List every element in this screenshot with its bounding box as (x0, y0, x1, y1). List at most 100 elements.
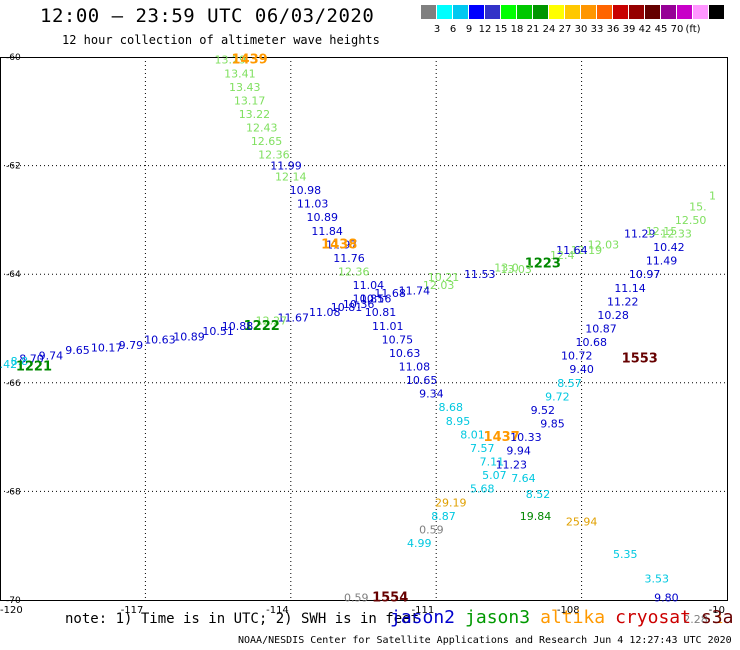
wave-height-label: 10.63 (389, 347, 421, 360)
legend-swatch (501, 5, 516, 19)
wave-height-label: 10.17 (91, 342, 123, 355)
wave-height-label: 9.74 (39, 350, 64, 363)
legend-label: 21 (526, 24, 540, 35)
wave-height-label: 11.68 (374, 287, 406, 300)
wave-height-label: 11.08 (309, 306, 341, 319)
wave-height-label: 12.27 (256, 314, 288, 327)
wave-height-label: 8.01 (460, 428, 485, 441)
wave-height-label: 13.22 (239, 108, 271, 121)
y-tick-label: -64 (6, 270, 21, 280)
wave-height-label: 10.51 (202, 325, 234, 338)
wave-height-label: 1223 (525, 256, 561, 271)
satellite-altika: altika (540, 607, 606, 628)
page-subtitle: 12 hour collection of altimeter wave hei… (62, 33, 380, 47)
wave-height-label: 8.68 (438, 401, 463, 414)
wave-height-label: 13.43 (229, 81, 261, 94)
wave-height-label: 1438 (321, 237, 357, 252)
wave-height-label: 10.89 (307, 211, 339, 224)
wave-height-label: 9.94 (506, 445, 531, 458)
wave-height-label: 10.33 (510, 431, 542, 444)
wave-height-label: 13.29 (214, 54, 246, 67)
legend-swatch (581, 5, 596, 19)
satellite-jason2: jason2 (390, 607, 456, 628)
legend-swatch (533, 5, 548, 19)
wave-height-label: 12.33 (660, 227, 692, 240)
wave-height-label: 13.17 (234, 94, 266, 107)
legend-label: (ft) (685, 24, 701, 35)
wave-height-label: 10.75 (382, 333, 414, 346)
legend-swatch (693, 5, 708, 19)
legend-label: 70 (670, 24, 684, 35)
page-title: 12:00 — 23:59 UTC 06/03/2020 (40, 5, 375, 27)
x-tick-label: -10 (709, 605, 725, 616)
wave-height-label: 10.65 (406, 374, 438, 387)
y-tick-label: -68 (6, 487, 21, 497)
wave-height-label: 12.36 (338, 265, 370, 278)
y-tick-label: -66 (6, 379, 21, 389)
wave-height-label: 10.42 (653, 241, 685, 254)
satellite-jason3: jason3 (465, 607, 531, 628)
wave-height-label: 13.0 (494, 262, 519, 275)
wave-height-label: 11.01 (372, 320, 404, 333)
legend-swatch (613, 5, 628, 19)
wave-height-label: 10.56 (360, 293, 392, 306)
wave-height-label: 10.21 (428, 271, 460, 284)
wave-height-label: 5.35 (613, 548, 638, 561)
legend-swatch (645, 5, 660, 19)
wave-height-label: 12.43 (246, 122, 278, 135)
legend-swatch (565, 5, 580, 19)
wave-height-label: 9.40 (569, 363, 594, 376)
wave-height-label: 10.28 (597, 309, 629, 322)
wave-height-label: 10.68 (576, 336, 608, 349)
wave-height-label: 10.81 (331, 301, 363, 314)
legend-swatch (469, 5, 484, 19)
wave-height-label: 10.89 (173, 331, 205, 344)
legend-label: 33 (590, 24, 604, 35)
wave-height-label: 11.22 (607, 295, 639, 308)
wave-height-label: 12.03 (423, 279, 455, 292)
wave-height-label: 8.8 (11, 355, 29, 368)
legend-swatch (485, 5, 500, 19)
satellite-legend: jason2 jason3 altika cryosat s3a (390, 607, 740, 628)
legend-label: 12 (478, 24, 492, 35)
legend-label: 42 (638, 24, 652, 35)
y-tick-label: -62 (6, 162, 21, 172)
legend-swatch (597, 5, 612, 19)
wave-height-label: 9.80 (654, 591, 679, 604)
wave-height-label: 3.53 (644, 572, 669, 585)
wave-height-label: 25.94 (566, 515, 598, 528)
legend-label: 39 (622, 24, 636, 35)
satellite-cryosat: cryosat (615, 607, 691, 628)
x-tick-label: -120 (0, 605, 23, 616)
wave-height-label: 5.07 (482, 469, 507, 482)
wave-height-label: 8.70 (19, 352, 44, 365)
wave-height-label: 10.72 (561, 350, 593, 363)
wave-height-label: 9.79 (119, 339, 144, 352)
wave-height-label: 15. (689, 200, 707, 213)
legend-swatch (421, 5, 436, 19)
x-tick-label: -111 (411, 605, 434, 616)
wave-height-label: 10.81 (365, 306, 397, 319)
wave-height-label: 13.03 (500, 263, 532, 276)
wave-height-label: 11.29 (624, 227, 656, 240)
wave-height-label: 11.23 (496, 458, 528, 471)
legend-label: 3 (433, 24, 441, 35)
wave-height-label: 12.36 (258, 149, 290, 162)
legend-swatch (709, 5, 724, 19)
wave-height-label: 10.81 (353, 293, 385, 306)
wave-height-label: 10.87 (585, 323, 617, 336)
x-tick-label: -117 (121, 605, 144, 616)
wave-height-label: 7.11 (480, 456, 505, 469)
wave-height-label: 5.68 (470, 483, 495, 496)
legend-swatch (549, 5, 564, 19)
wave-height-label: 12.4 (550, 249, 575, 262)
wave-height-label: 9.72 (545, 390, 570, 403)
wave-height-label: 7.64 (511, 472, 536, 485)
wave-height-label: 11.14 (614, 282, 646, 295)
wave-height-label: 1221 (16, 360, 52, 375)
wave-height-label: 11.64 (556, 244, 588, 257)
x-tick-label: -114 (266, 605, 289, 616)
wave-height-label: 1553 (622, 351, 658, 366)
